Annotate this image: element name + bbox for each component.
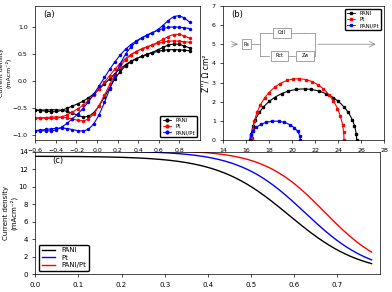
- Text: (c): (c): [53, 156, 64, 164]
- PANI: [232, 175, 237, 179]
- FancyBboxPatch shape: [242, 39, 251, 49]
- Pt: [232, 162, 237, 166]
- PANI/Pt: [239, 156, 243, 159]
- PANI: [338, 250, 343, 253]
- Y-axis label: Current density
(mAcm⁻²): Current density (mAcm⁻²): [3, 186, 17, 240]
- PANI: [34, 154, 39, 158]
- PANI/Pt: [316, 204, 321, 208]
- FancyBboxPatch shape: [296, 51, 314, 60]
- Y-axis label: Current density
(mAcm⁻²): Current density (mAcm⁻²): [0, 48, 11, 98]
- PANI/Pt: [233, 155, 238, 158]
- PANI: [316, 237, 321, 240]
- Pt: [33, 149, 38, 153]
- FancyBboxPatch shape: [271, 51, 288, 60]
- PANI/Pt: [34, 148, 39, 152]
- Legend: PANI, Pt, PANI/Pt: PANI, Pt, PANI/Pt: [39, 245, 89, 271]
- PANI: [239, 179, 243, 182]
- Pt: [233, 163, 238, 166]
- Legend: PANI, Pt, PANI/Pt: PANI, Pt, PANI/Pt: [345, 9, 381, 30]
- Text: Zw: Zw: [301, 53, 309, 58]
- PANI/Pt: [338, 226, 343, 229]
- Text: (a): (a): [44, 10, 55, 19]
- X-axis label: Voltage (V): Voltage (V): [96, 158, 139, 167]
- PANI/Pt: [369, 250, 374, 254]
- Text: Rs: Rs: [243, 42, 249, 47]
- PANI: [369, 262, 374, 265]
- Pt: [338, 241, 343, 244]
- X-axis label: Z'/ Ω cm²: Z'/ Ω cm²: [286, 158, 321, 167]
- Legend: PANI, Pt, PANI/Pt: PANI, Pt, PANI/Pt: [160, 116, 197, 137]
- Line: Pt: Pt: [35, 151, 372, 260]
- Text: Cdl: Cdl: [278, 30, 286, 35]
- FancyBboxPatch shape: [273, 28, 291, 37]
- Text: Rct: Rct: [276, 53, 284, 58]
- Pt: [316, 224, 321, 227]
- PANI: [33, 154, 38, 158]
- Pt: [34, 149, 39, 153]
- Y-axis label: Z''/ Ω cm²: Z''/ Ω cm²: [201, 54, 211, 92]
- Line: PANI/Pt: PANI/Pt: [35, 150, 372, 252]
- PANI/Pt: [232, 154, 237, 158]
- Line: PANI: PANI: [35, 156, 372, 264]
- PANI: [233, 176, 238, 180]
- Pt: [239, 165, 243, 168]
- PANI/Pt: [33, 148, 38, 152]
- Pt: [369, 258, 374, 262]
- Text: (b): (b): [231, 10, 243, 19]
